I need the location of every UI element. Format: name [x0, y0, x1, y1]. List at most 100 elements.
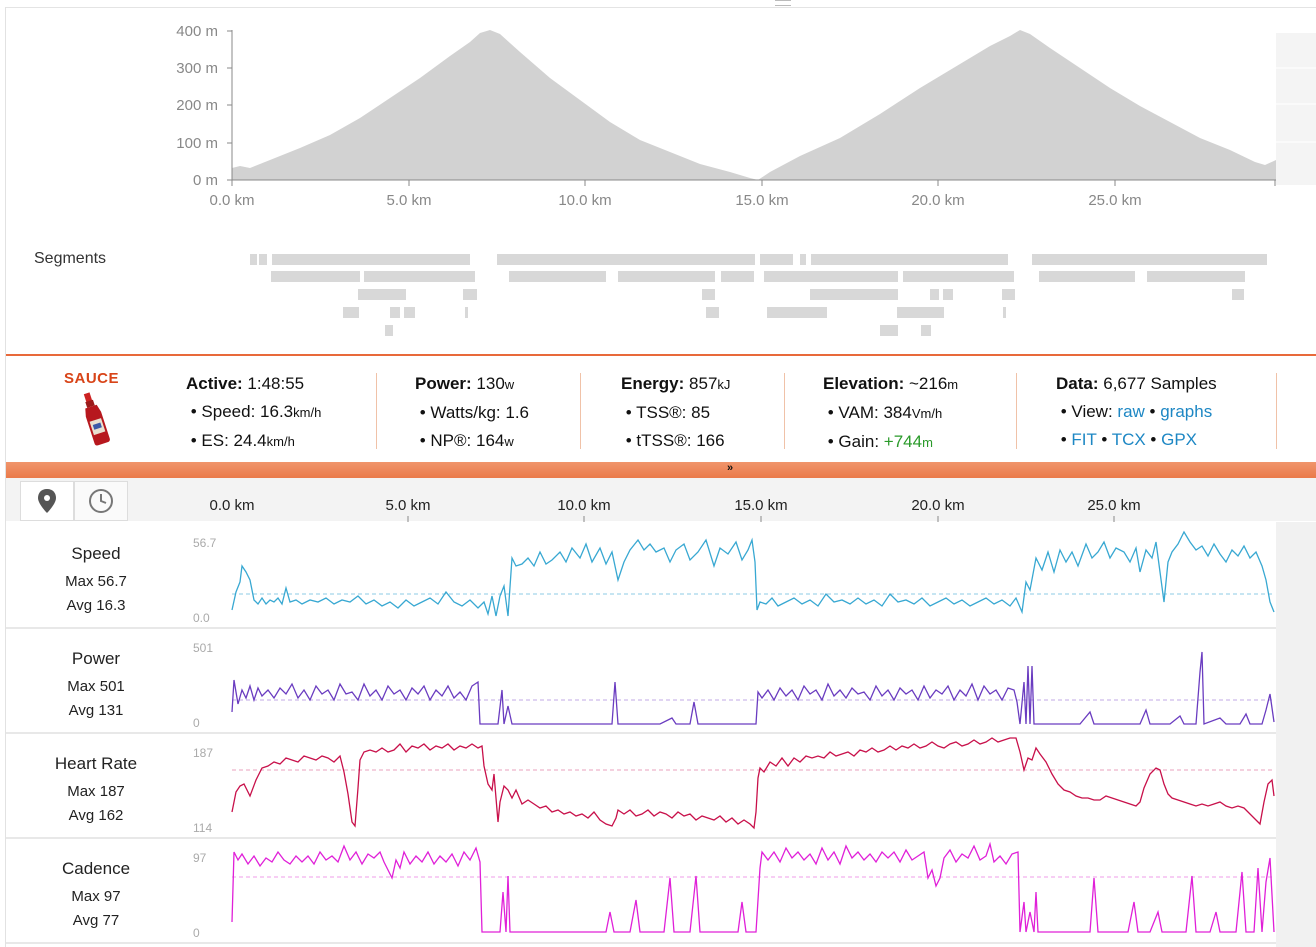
- panel-separator: [6, 732, 1276, 734]
- segment-bar[interactable]: [404, 307, 415, 318]
- left-border: [5, 7, 6, 947]
- segment-bar[interactable]: [1032, 254, 1267, 265]
- segment-bar[interactable]: [702, 289, 715, 300]
- cadence-graph[interactable]: 97 0: [193, 841, 1275, 940]
- graphs-x-axis: 0.0 km 5.0 km 10.0 km 15.0 km 20.0 km 25…: [209, 497, 1141, 522]
- speed-title: Speed: [71, 544, 121, 563]
- segment-bar[interactable]: [880, 325, 898, 336]
- clock-icon: [89, 489, 113, 513]
- stats-separator: [580, 373, 581, 449]
- elev-xtick-20: 20.0 km: [911, 192, 964, 209]
- segment-bar[interactable]: [497, 254, 755, 265]
- speed-graph[interactable]: 56.7 0.0: [193, 530, 1275, 625]
- power-label-block: Power Max 501 Avg 131: [6, 649, 186, 723]
- export-tcx-link[interactable]: TCX: [1111, 430, 1146, 449]
- panel-separator: [6, 837, 1276, 839]
- segment-bar[interactable]: [764, 271, 898, 282]
- segment-bar[interactable]: [800, 254, 806, 265]
- resize-handle[interactable]: [775, 0, 791, 6]
- segment-bar[interactable]: [358, 289, 406, 300]
- view-graphs-link[interactable]: graphs: [1160, 402, 1213, 421]
- speed-label-block: Speed Max 56.7 Avg 16.3: [6, 544, 186, 618]
- segment-bar[interactable]: [706, 307, 719, 318]
- segment-bar[interactable]: [272, 254, 470, 265]
- axis-xtick-5: 5.0 km: [385, 497, 430, 514]
- activity-graphs: 56.7 0.0 501 0 187 114 97 0: [193, 530, 1275, 940]
- segment-bar[interactable]: [721, 271, 754, 282]
- sauce-bottle-icon: [83, 392, 110, 446]
- segment-bar[interactable]: [1003, 307, 1006, 318]
- elevation-chart: 400 m 300 m 200 m 100 m 0 m 0.0 km 5.0 k…: [176, 23, 1316, 209]
- segments-label: Segments: [34, 250, 107, 267]
- elev-xtick-15: 15.0 km: [735, 192, 788, 209]
- cadence-title: Cadence: [61, 859, 131, 878]
- segment-bar[interactable]: [760, 254, 793, 265]
- panel-separator: [6, 627, 1276, 629]
- heart-rate-max: Max 187: [67, 783, 125, 800]
- speed-ymax: 56.7: [193, 536, 217, 550]
- distance-mode-button[interactable]: [20, 481, 74, 521]
- segment-bar[interactable]: [385, 325, 393, 336]
- segment-bar[interactable]: [897, 307, 944, 318]
- power-avg: Avg 131: [68, 702, 124, 719]
- cadence-max: Max 97: [71, 888, 121, 905]
- export-gpx-link[interactable]: GPX: [1161, 430, 1197, 449]
- elev-ytick-300: 300 m: [176, 60, 218, 77]
- export-fit-link[interactable]: FIT: [1071, 430, 1097, 449]
- segment-bar[interactable]: [465, 307, 468, 318]
- cadence-avg: Avg 77: [72, 912, 120, 929]
- speed-max: Max 56.7: [65, 573, 127, 590]
- segment-bar[interactable]: [259, 254, 267, 265]
- elev-ytick-0: 0 m: [193, 172, 218, 189]
- sauce-logo-text: SAUCE: [64, 370, 120, 387]
- axis-xtick-0: 0.0 km: [209, 497, 254, 514]
- time-mode-button[interactable]: [74, 481, 128, 521]
- stats-separator: [1276, 373, 1277, 449]
- stats-power: Power: 130w • Watts/kg: 1.6 • NP®: 164w: [415, 374, 529, 450]
- speed-avg: Avg 16.3: [66, 597, 126, 614]
- segment-bar[interactable]: [943, 289, 953, 300]
- cadence-ymax: 97: [193, 851, 207, 865]
- cadence-ymin: 0: [193, 926, 200, 940]
- heart-rate-ymax: 187: [193, 746, 213, 760]
- segment-bar[interactable]: [509, 271, 606, 282]
- segment-bar[interactable]: [271, 271, 360, 282]
- collapse-bar[interactable]: [6, 462, 1316, 478]
- segment-bar[interactable]: [1002, 289, 1015, 300]
- stats-separator: [784, 373, 785, 449]
- segment-bar[interactable]: [1147, 271, 1245, 282]
- chevron-down-icon[interactable]: »: [727, 462, 734, 474]
- segment-bar[interactable]: [921, 325, 931, 336]
- segment-bar[interactable]: [1232, 289, 1244, 300]
- elevation-area: [232, 30, 1276, 180]
- cadence-label-block: Cadence Max 97 Avg 77: [6, 859, 186, 933]
- elevation-y-ticks: [227, 30, 232, 181]
- segment-bar[interactable]: [463, 289, 477, 300]
- stats-separator: [376, 373, 377, 449]
- heart-rate-graph[interactable]: 187 114: [193, 737, 1275, 835]
- segment-bar[interactable]: [364, 271, 475, 282]
- segment-bar[interactable]: [343, 307, 359, 318]
- power-graph[interactable]: 501 0: [193, 641, 1275, 730]
- heart-rate-label-block: Heart Rate Max 187 Avg 162: [6, 754, 186, 828]
- axis-xtick-10: 10.0 km: [557, 497, 610, 514]
- elev-xtick-25: 25.0 km: [1088, 192, 1141, 209]
- axis-xtick-15: 15.0 km: [734, 497, 787, 514]
- segment-bar[interactable]: [811, 254, 1008, 265]
- segment-bar[interactable]: [1039, 271, 1135, 282]
- power-ymax: 501: [193, 641, 213, 655]
- segment-bar[interactable]: [930, 289, 939, 300]
- cadence-series: [231, 841, 1275, 933]
- panel-separator: [6, 942, 1276, 944]
- stats-separator: [1016, 373, 1017, 449]
- segment-bar[interactable]: [250, 254, 257, 265]
- power-series: [231, 651, 1275, 725]
- segment-bar[interactable]: [618, 271, 715, 282]
- segment-bar[interactable]: [767, 307, 827, 318]
- elev-ytick-400: 400 m: [176, 23, 218, 40]
- view-raw-link[interactable]: raw: [1117, 402, 1145, 421]
- elev-xtick-0: 0.0 km: [209, 192, 254, 209]
- segment-bar[interactable]: [903, 271, 1014, 282]
- segment-bar[interactable]: [810, 289, 898, 300]
- segment-bar[interactable]: [390, 307, 400, 318]
